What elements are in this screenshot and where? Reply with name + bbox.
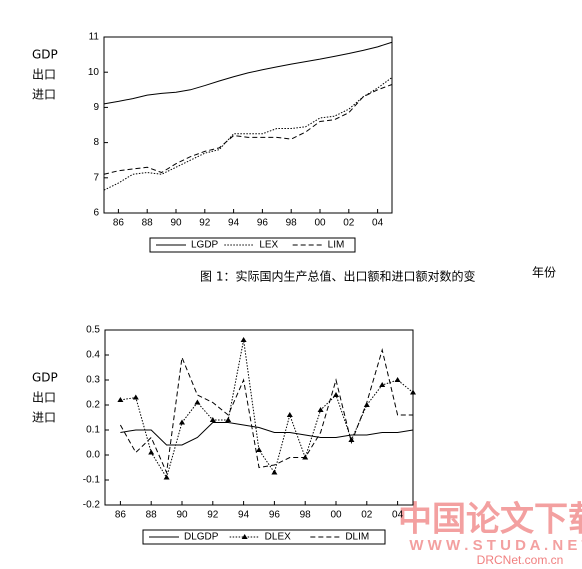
point-marker [225,417,232,422]
point-marker [148,449,155,455]
point-marker [194,399,201,405]
y-tick-label: -0.1 [83,475,101,486]
x-tick-label: 88 [142,218,154,229]
point-marker [348,437,355,442]
x-tick-label: 92 [207,510,219,521]
point-marker [117,397,124,402]
point-marker [394,377,401,382]
x-tick-label: 94 [238,510,250,521]
x-tick-label: 98 [286,218,298,229]
plot-frame [103,36,393,214]
x-tick-label: 00 [330,510,342,521]
point-marker [317,407,324,412]
legend-label: LGDP [191,240,219,251]
y-tick-label: -0.2 [83,500,101,511]
y-tick-label: 9 [93,102,99,113]
point-marker [179,419,185,425]
watermark-title: 中国论文下载 [398,500,582,540]
y-axis-label: GDP [32,371,58,385]
y-tick-label: 0.0 [86,450,100,461]
point-marker [132,394,139,400]
x-tick-label: 88 [146,510,158,521]
y-tick-label: 8 [93,137,99,148]
legend-label: DLGDP [184,532,219,543]
legend-box [142,529,386,545]
y-tick-label: 0.2 [86,400,100,411]
series-line [103,41,393,105]
legend-label: DLEX [265,532,291,543]
legend-label: LIM [328,240,345,251]
x-tick-label: 98 [300,510,312,521]
y-tick-label: 0.1 [86,425,100,436]
x-tick-label: 96 [269,510,281,521]
watermark-domain: DRCNet.com.cn [477,553,564,567]
caption-tail: 年份 [532,266,556,280]
point-marker [209,417,216,422]
y-tick-label: 0.5 [86,325,100,336]
y-tick-label: 11 [89,32,100,43]
point-marker [333,392,339,397]
y-tick-label: 0.4 [86,350,100,361]
x-tick-label: 00 [314,218,326,229]
x-tick-label: 92 [199,218,211,229]
x-tick-label: 04 [372,218,384,229]
y-tick-label: 7 [93,172,99,183]
point-marker [256,447,262,452]
caption: 图 1：实际国内生产总值、出口额和进口额对数的变 [200,269,475,284]
series-line [120,339,414,479]
series-line [103,77,393,191]
y-axis-label: 出口 [32,391,56,405]
point-marker [286,412,293,417]
x-tick-label: 96 [257,218,269,229]
point-marker [379,382,386,387]
point-marker [163,474,170,480]
series-line [103,84,393,175]
x-tick-label: 86 [115,510,127,521]
x-tick-label: 90 [170,218,182,229]
y-axis-label: 进口 [32,411,56,425]
x-tick-label: 04 [392,510,404,521]
x-tick-label: 90 [176,510,188,521]
legend-label: DLIM [345,532,369,543]
point-marker [271,469,278,475]
y-tick-label: 10 [88,67,100,78]
point-marker [410,389,416,395]
point-marker [240,337,247,342]
point-marker [363,402,370,407]
series-line [120,422,414,446]
watermark-site: W W W . S T U D A . N E T [409,537,582,554]
y-tick-label: 6 [93,208,99,219]
y-axis-label: 进口 [32,88,56,102]
y-axis-label: GDP [32,48,58,62]
x-tick-label: 94 [228,218,240,229]
legend-label: LEX [259,240,278,251]
x-tick-label: 02 [343,218,355,229]
y-tick-label: 0.3 [86,375,100,386]
x-tick-label: 02 [361,510,373,521]
y-axis-label: 出口 [32,68,56,82]
plot-frame [104,329,414,506]
legend-marker [241,534,248,539]
x-tick-label: 86 [113,218,125,229]
series-line [119,348,413,475]
